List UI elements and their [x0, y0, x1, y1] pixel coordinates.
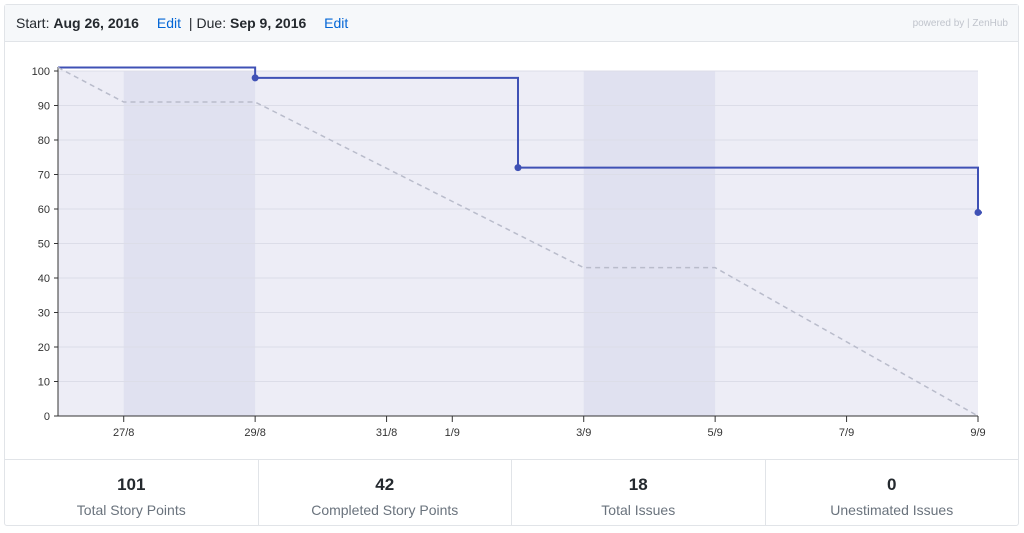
y-tick-label: 100: [32, 66, 50, 78]
start-label: Start:: [16, 15, 50, 31]
milestone-dates: Start: Aug 26, 2016 Edit | Due: Sep 9, 20…: [16, 15, 348, 32]
stat-total-story-points: 101 Total Story Points: [5, 460, 259, 525]
powered-by-zenhub[interactable]: powered by | ZenHub: [912, 18, 1008, 29]
x-tick-label: 5/9: [707, 427, 722, 439]
stat-value: 0: [887, 475, 897, 494]
y-tick-label: 50: [38, 239, 50, 251]
edit-start-link[interactable]: Edit: [156, 15, 181, 31]
y-tick-label: 80: [38, 135, 50, 147]
x-tick-label: 1/9: [445, 427, 460, 439]
stat-value: 42: [375, 475, 395, 494]
y-tick-label: 20: [38, 342, 50, 354]
x-tick-label: 27/8: [113, 427, 134, 439]
stat-unestimated-issues: 0 Unestimated Issues: [766, 460, 1019, 525]
separator: |: [188, 15, 193, 31]
burndown-panel: Start: Aug 26, 2016 Edit | Due: Sep 9, 20…: [4, 4, 1019, 526]
remaining-line: [58, 66, 982, 214]
remaining-point: [514, 164, 522, 172]
remaining-point: [974, 208, 982, 216]
burndown-chart: 0 10 20 30 40 50 60 70 80 90 100 27/8 29/8 31/8 1/9 3/9…: [32, 66, 986, 439]
y-tick-label: 90: [38, 101, 50, 113]
y-tick-label: 10: [38, 377, 50, 389]
stat-label: Total Story Points: [76, 502, 186, 518]
x-tick-label: 3/9: [576, 427, 591, 439]
stat-label: Total Issues: [601, 502, 676, 518]
ideal-line: [57, 66, 979, 417]
stat-label: Completed Story Points: [311, 502, 459, 518]
y-tick-label: 30: [38, 308, 50, 320]
y-tick-label: 40: [38, 273, 50, 285]
stat-completed-story-points: 42 Completed Story Points: [259, 460, 512, 525]
y-tick-label: 60: [38, 204, 50, 216]
x-tick-label: 9/9: [970, 427, 985, 439]
due-label: Due:: [196, 15, 227, 31]
stats-bar: 101 Total Story Points 42 Completed Stor…: [5, 459, 1018, 525]
x-tick-label: 29/8: [244, 427, 265, 439]
x-tick-label: 31/8: [376, 427, 397, 439]
x-tick-label: 7/9: [839, 427, 854, 439]
y-tick-label: 0: [44, 411, 50, 423]
stat-label: Unestimated Issues: [830, 502, 954, 518]
stat-total-issues: 18 Total Issues: [512, 460, 766, 525]
stat-value: 101: [117, 475, 146, 494]
start-date: Aug 26, 2016: [53, 15, 139, 31]
remaining-point: [251, 74, 259, 82]
due-date: Sep 9, 2016: [229, 15, 307, 31]
edit-due-link[interactable]: Edit: [324, 15, 349, 31]
stat-value: 18: [628, 475, 648, 494]
milestone-header: Start: Aug 26, 2016 Edit | Due: Sep 9, 20…: [5, 5, 1018, 42]
y-tick-label: 70: [38, 170, 50, 182]
